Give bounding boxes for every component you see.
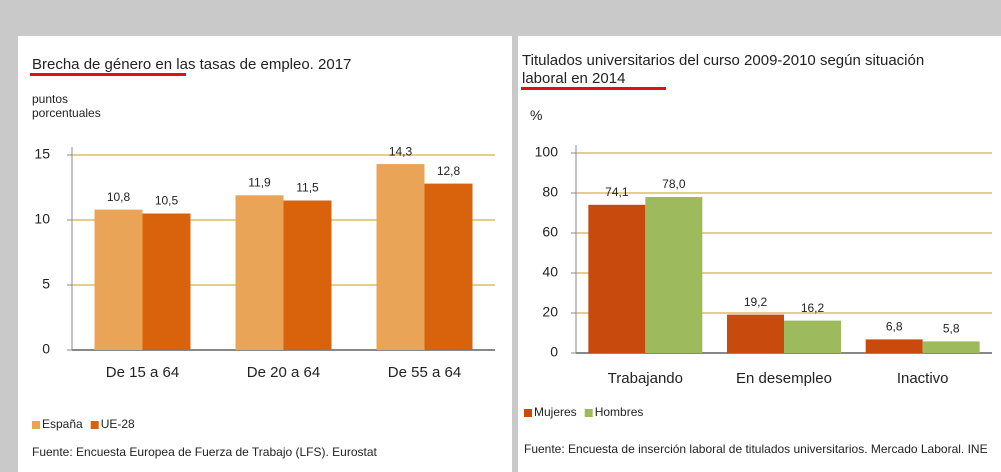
data-label: 14,3	[389, 144, 413, 158]
y-tick-label: 0	[550, 344, 558, 360]
legend-label: Mujeres	[534, 405, 577, 419]
bar	[235, 195, 284, 350]
data-label: 19,2	[744, 295, 768, 309]
y-tick-label: 5	[42, 276, 50, 292]
legend-swatch	[90, 421, 99, 429]
bar	[865, 339, 923, 353]
data-label: 10,8	[107, 190, 131, 204]
x-tick-label: De 55 a 64	[388, 364, 461, 381]
y-tick-label: 80	[542, 184, 558, 200]
y-axis-label: puntos porcentuales	[32, 92, 101, 120]
y-tick-label: 10	[34, 211, 50, 227]
chart-title: Brecha de género en las tasas de empleo.…	[32, 56, 352, 73]
bar	[142, 213, 191, 350]
legend-label: España	[42, 417, 83, 431]
y-tick-label: 100	[535, 144, 559, 160]
y-tick-label: 15	[34, 146, 50, 162]
underline	[30, 73, 186, 76]
legend-label: UE-28	[101, 417, 135, 431]
x-tick-label: Inactivo	[897, 370, 949, 387]
bar	[645, 197, 703, 353]
legend-label: Hombres	[595, 405, 644, 419]
data-label: 78,0	[662, 177, 686, 191]
x-tick-label: Trabajando	[608, 370, 683, 387]
y-axis-label: %	[530, 107, 543, 123]
data-label: 6,8	[886, 320, 903, 334]
bar	[376, 164, 425, 350]
bar	[424, 183, 473, 350]
bar	[588, 204, 646, 353]
x-tick-label: En desempleo	[736, 370, 832, 387]
legend-swatch	[524, 409, 532, 417]
data-label: 10,5	[155, 194, 179, 208]
x-tick-label: De 15 a 64	[106, 364, 179, 381]
bar	[283, 200, 332, 350]
bar	[922, 341, 980, 353]
data-label: 11,5	[296, 181, 319, 195]
source: Fuente: Encuesta Europea de Fuerza de Tr…	[32, 446, 377, 459]
data-label: 11,9	[248, 175, 271, 189]
data-label: 12,8	[437, 164, 461, 178]
data-label: 16,2	[801, 301, 825, 315]
y-tick-label: 40	[542, 264, 558, 280]
source: Fuente: Encuesta de inserción laboral de…	[524, 443, 988, 456]
y-tick-label: 20	[542, 304, 558, 320]
data-label: 74,1	[605, 185, 629, 199]
data-label: 5,8	[943, 322, 960, 336]
underline	[521, 87, 666, 90]
legend-swatch	[32, 421, 40, 429]
x-tick-label: De 20 a 64	[247, 364, 320, 381]
chart-title: Titulados universitarios del curso 2009-…	[522, 52, 925, 87]
y-tick-label: 0	[42, 341, 50, 357]
bar	[727, 314, 784, 353]
bar	[784, 320, 841, 353]
legend-swatch	[584, 409, 593, 417]
y-tick-label: 60	[542, 224, 558, 240]
bar	[94, 209, 143, 350]
